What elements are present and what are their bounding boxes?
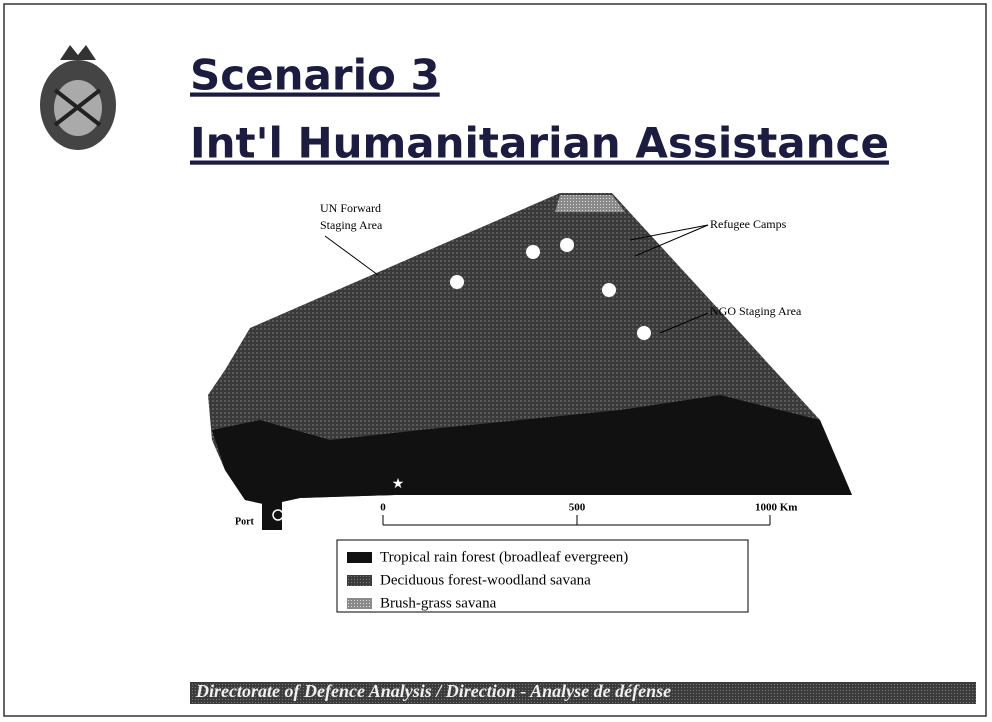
map: ★ [208,193,852,530]
scale-label: 0 [380,502,386,514]
map-label: Refugee Camps [710,217,787,231]
scale-label: 500 [569,502,586,514]
title-line: Int'l Humanitarian Assistance [190,119,889,168]
legend-label: Brush-grass savana [380,595,497,611]
map-label: NGO Staging Area [710,304,802,318]
map-label: Staging Area [320,218,383,232]
legend-label: Deciduous forest-woodland savana [380,572,591,588]
map-label: UN Forward [320,201,381,215]
scale-label: 1000 Km [755,502,797,514]
title-line: Scenario 3 [190,51,440,100]
svg-text:★: ★ [392,477,405,492]
scale-bar: 0 500 1000 Km [380,502,797,526]
crest [40,45,116,150]
map-label: Port [235,516,255,527]
legend-label: Tropical rain forest (broadleaf evergree… [380,549,628,565]
footer-bar [190,682,976,704]
slide-border [3,3,987,717]
legend: Tropical rain forest (broadleaf evergree… [336,539,749,613]
footer-text: Directorate of Defence Analysis / Direct… [195,681,671,701]
